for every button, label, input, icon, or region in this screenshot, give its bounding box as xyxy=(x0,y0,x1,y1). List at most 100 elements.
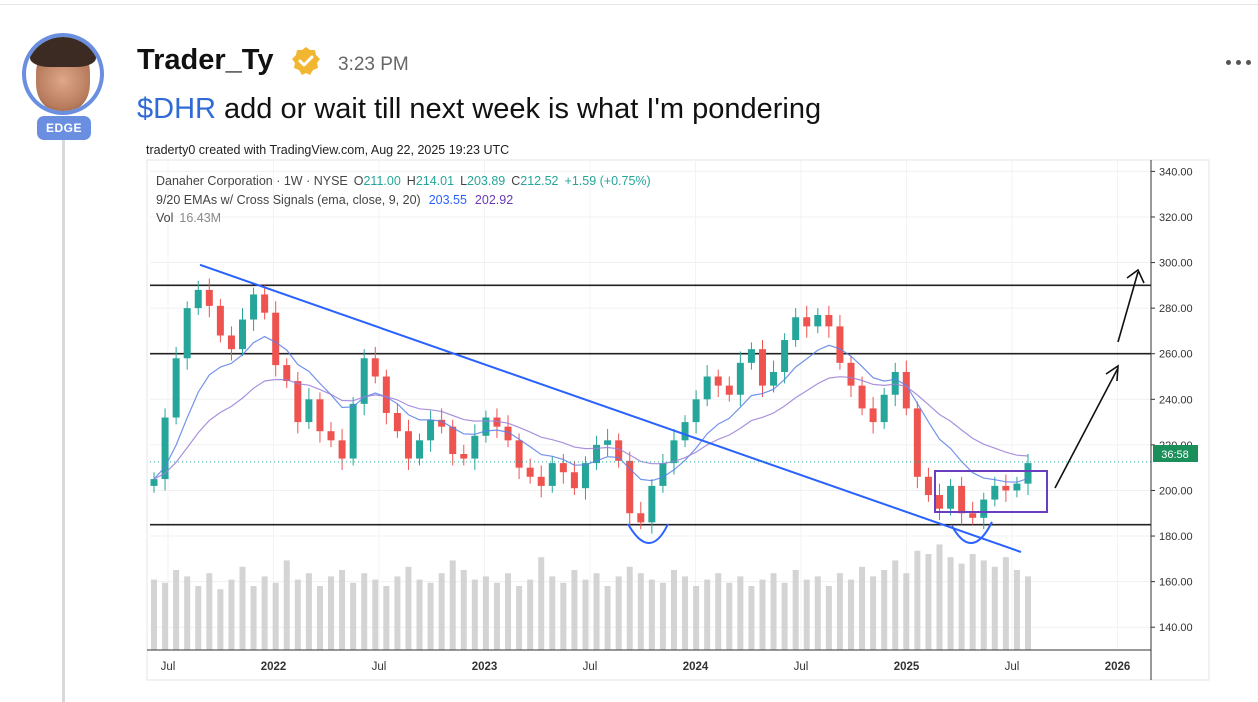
candle-body xyxy=(393,412,401,432)
x-tick-label: 2025 xyxy=(894,661,920,673)
volume-bar xyxy=(682,576,689,650)
volume-bar xyxy=(527,579,534,650)
arrow-line-1 xyxy=(1054,367,1119,489)
price-label-bg xyxy=(1153,445,1198,462)
volume-bar xyxy=(505,573,512,650)
candle-body xyxy=(382,376,390,413)
chart-image: 340.00320.00300.00280.00260.00240.00220.… xyxy=(140,138,1210,683)
candle-body xyxy=(316,399,324,432)
candle-body xyxy=(935,495,943,509)
x-tick-label: Jul xyxy=(583,661,598,673)
volume-bar xyxy=(1025,576,1031,650)
candle-body xyxy=(880,394,888,423)
candle-body xyxy=(216,305,224,336)
candle-body xyxy=(427,419,435,441)
candle-body xyxy=(792,317,800,341)
x-tick-label: Jul xyxy=(372,661,387,673)
more-dots-icon[interactable] xyxy=(1226,60,1251,65)
volume-bar xyxy=(339,570,346,650)
y-tick-label: 140.00 xyxy=(1159,622,1193,634)
candle-body xyxy=(194,289,202,309)
volume-bar xyxy=(449,560,456,650)
candle-body xyxy=(825,314,833,327)
volume-bar xyxy=(217,589,224,650)
volume-bar xyxy=(394,576,401,650)
candle-body xyxy=(581,463,589,489)
arrow-line-2 xyxy=(1117,271,1139,343)
y-tick-label: 340.00 xyxy=(1159,166,1193,178)
candle-body xyxy=(913,408,921,477)
candle-body xyxy=(150,479,158,486)
volume-bar xyxy=(560,582,567,650)
candle-body xyxy=(947,485,955,509)
candle-body xyxy=(460,454,468,459)
volume-bar xyxy=(493,582,500,650)
candle-body xyxy=(349,403,357,459)
candle-body xyxy=(371,358,379,377)
volume-bar xyxy=(272,582,279,650)
candles xyxy=(150,278,1032,534)
volume-bar xyxy=(383,586,390,650)
volume-bar xyxy=(803,579,810,650)
bottom-arc-1 xyxy=(627,523,669,544)
volume-bar xyxy=(250,586,257,650)
candle-body xyxy=(626,460,634,514)
trendline xyxy=(199,263,1022,553)
message-text: add or wait till next week is what I'm p… xyxy=(215,93,822,125)
candle-body xyxy=(747,349,755,363)
volume-bar xyxy=(261,576,268,650)
volume-bar xyxy=(438,573,445,650)
volume-bar xyxy=(903,573,910,650)
candle-body xyxy=(648,485,656,523)
x-tick-label: Jul xyxy=(161,661,176,673)
y-tick-label: 200.00 xyxy=(1159,485,1193,497)
candle-body xyxy=(637,513,645,523)
consolidation-box xyxy=(934,470,1048,513)
volume-bar xyxy=(836,573,843,650)
verified-check-icon xyxy=(292,47,320,75)
volume-bar xyxy=(283,560,290,650)
username[interactable]: Trader_Ty xyxy=(137,44,274,76)
volume-bar xyxy=(892,560,899,650)
candle-body xyxy=(958,485,966,514)
post-message: $DHR add or wait till next week is what … xyxy=(137,93,821,126)
y-tick-label: 180.00 xyxy=(1159,531,1193,543)
candle-body xyxy=(515,440,523,468)
candle-body xyxy=(869,408,877,423)
volume-bar xyxy=(184,576,191,650)
volume-bar xyxy=(549,576,556,650)
volume-bar xyxy=(294,579,301,650)
candle-body xyxy=(471,435,479,459)
volume-bar xyxy=(427,582,434,650)
y-tick-label: 280.00 xyxy=(1159,303,1193,315)
candle-body xyxy=(692,399,700,423)
volume-bar xyxy=(571,570,578,650)
avatar[interactable] xyxy=(22,33,104,115)
volume-bar xyxy=(958,563,965,650)
candle-body xyxy=(770,371,778,386)
volume-bar xyxy=(792,570,799,650)
candle-body xyxy=(781,340,789,372)
candle-body xyxy=(272,312,280,366)
candle-body xyxy=(482,417,490,436)
candle-body xyxy=(714,376,722,386)
volume-bar xyxy=(305,573,312,650)
volume-bar xyxy=(206,573,213,650)
volume-bar xyxy=(593,573,600,650)
candle-body xyxy=(183,308,191,359)
volume-bar xyxy=(770,573,777,650)
volume-bar xyxy=(947,557,954,650)
volume-bar xyxy=(516,586,523,650)
volume-bar xyxy=(925,554,932,650)
volume-bar xyxy=(870,576,877,650)
chart-frame xyxy=(146,159,1210,681)
time-axis: Jul 2022 Jul 2023 Jul 2024 Jul 2025 Jul 2026 xyxy=(161,661,1131,673)
candle-body xyxy=(250,294,258,320)
candle-body xyxy=(548,463,556,486)
candle-body xyxy=(416,440,424,459)
volume-bar xyxy=(914,550,921,650)
cashtag-link[interactable]: $DHR xyxy=(137,93,216,125)
legend-line-2: 9/20 EMAs w/ Cross Signals (ema, close, … xyxy=(156,193,513,207)
volume-bar xyxy=(350,582,357,650)
volume-bar xyxy=(936,544,943,650)
